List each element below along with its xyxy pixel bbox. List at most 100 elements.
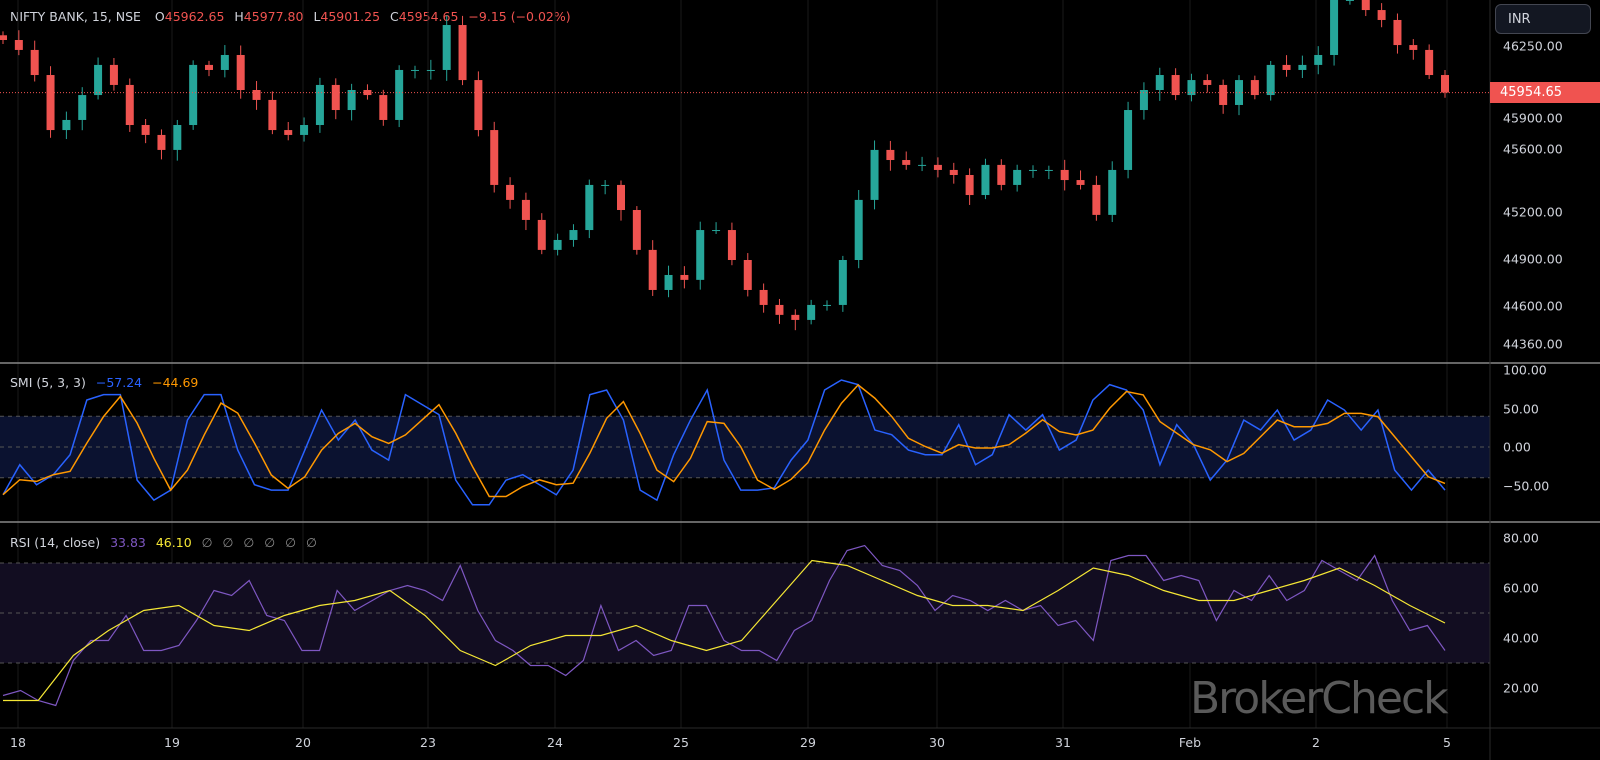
price-change: −9.15 (−0.02%) — [468, 9, 571, 24]
candle — [268, 99, 277, 131]
candle — [252, 89, 261, 100]
candle — [347, 89, 356, 111]
smi-tick-label: 50.00 — [1503, 401, 1539, 416]
candle — [284, 130, 293, 135]
candle — [601, 184, 610, 186]
empty-value: ∅ — [201, 535, 213, 550]
empty-value: ∅ — [222, 535, 234, 550]
price-tick-label: 45200.00 — [1503, 204, 1563, 220]
candle — [1298, 64, 1307, 70]
candle — [14, 40, 23, 50]
candle — [109, 64, 118, 85]
rsi-value: 33.83 — [110, 535, 146, 550]
price-tick-label: 46250.00 — [1503, 38, 1563, 54]
candle — [1155, 75, 1164, 90]
ohlc-open: O45962.65 — [154, 9, 225, 24]
candle — [1330, 0, 1339, 55]
candle — [965, 174, 974, 196]
rsi-ma-line — [3, 559, 1446, 702]
candle — [379, 95, 388, 120]
candle — [791, 314, 800, 320]
currency-button[interactable]: INR — [1495, 4, 1591, 34]
candle — [838, 259, 847, 305]
last-price-tag: 45954.65 — [1490, 82, 1600, 103]
candle — [933, 164, 942, 170]
ohlc-low: L45901.25 — [313, 9, 381, 24]
time-tick-label: 20 — [295, 735, 311, 750]
brokercheck-watermark: BrokerCheck — [1190, 673, 1449, 724]
candle — [997, 164, 1006, 185]
candle — [1044, 169, 1053, 171]
smi-tick-label: −50.00 — [1503, 478, 1550, 493]
candle — [395, 69, 404, 120]
candle — [1282, 64, 1291, 70]
smi-tick-label: 0.00 — [1503, 439, 1531, 455]
candle — [1013, 169, 1022, 185]
candle — [1250, 80, 1259, 96]
candle — [537, 219, 546, 250]
candle — [125, 84, 134, 126]
candle — [981, 164, 990, 196]
candle — [189, 64, 198, 126]
candle — [902, 160, 911, 165]
candle — [1124, 110, 1133, 170]
candle — [1060, 169, 1069, 181]
candle — [664, 274, 673, 290]
price-tick-label: 44600.00 — [1503, 298, 1563, 314]
rsi-tick-label: 20.00 — [1503, 680, 1539, 696]
time-tick-label: 19 — [164, 735, 180, 750]
rsi-tick-label: 40.00 — [1503, 630, 1539, 646]
candle — [1092, 184, 1101, 215]
candle — [854, 199, 863, 260]
time-tick-label: 25 — [673, 735, 689, 750]
rsi-line — [2, 544, 1446, 707]
candle — [1187, 80, 1196, 96]
candle — [1377, 10, 1386, 20]
candle — [569, 230, 578, 240]
time-tick-label: 30 — [929, 735, 945, 750]
candle — [743, 259, 752, 290]
candle — [696, 230, 705, 280]
time-tick-label: Feb — [1178, 735, 1202, 750]
candle — [315, 84, 324, 126]
candle — [506, 184, 515, 200]
candle — [759, 289, 768, 305]
candle — [1266, 64, 1275, 96]
smi-legend: SMI (5, 3, 3) −57.24 −44.69 — [10, 375, 204, 390]
candle — [648, 249, 657, 290]
price-tick-label: 45900.00 — [1503, 110, 1563, 126]
candle — [1441, 75, 1449, 93]
rsi-tick-label: 60.00 — [1503, 580, 1539, 596]
candle — [331, 84, 340, 111]
candle — [617, 184, 625, 211]
candle — [823, 304, 831, 306]
candle — [1409, 45, 1418, 50]
candle — [775, 304, 784, 315]
candle — [411, 69, 419, 71]
rsi-title[interactable]: RSI (14, close) — [10, 535, 101, 550]
candle — [886, 149, 895, 161]
candle — [94, 64, 103, 96]
time-tick-label: 29 — [800, 735, 816, 750]
candle — [680, 274, 689, 280]
candle — [474, 80, 483, 131]
candle — [62, 119, 71, 131]
candle — [300, 125, 309, 135]
price-legend: NIFTY BANK, 15, NSE O45962.65 H45977.80 … — [10, 9, 577, 24]
smi-line — [2, 379, 1446, 506]
candle — [553, 239, 562, 250]
candle — [363, 89, 372, 96]
symbol-title[interactable]: NIFTY BANK, 15, NSE — [10, 9, 141, 24]
candle — [1345, 0, 1354, 1]
candle — [141, 125, 150, 135]
rsi-ma-value: 46.10 — [155, 535, 192, 550]
smi-tick-label: 100.00 — [1503, 362, 1547, 378]
time-tick-label: 24 — [547, 735, 563, 750]
candle — [1203, 80, 1212, 85]
candle — [173, 125, 182, 150]
smi-title[interactable]: SMI (5, 3, 3) — [10, 375, 86, 390]
time-tick-label: 2 — [1312, 735, 1320, 750]
time-tick-label: 23 — [420, 735, 436, 750]
price-tick-label: 44360.00 — [1503, 336, 1563, 352]
